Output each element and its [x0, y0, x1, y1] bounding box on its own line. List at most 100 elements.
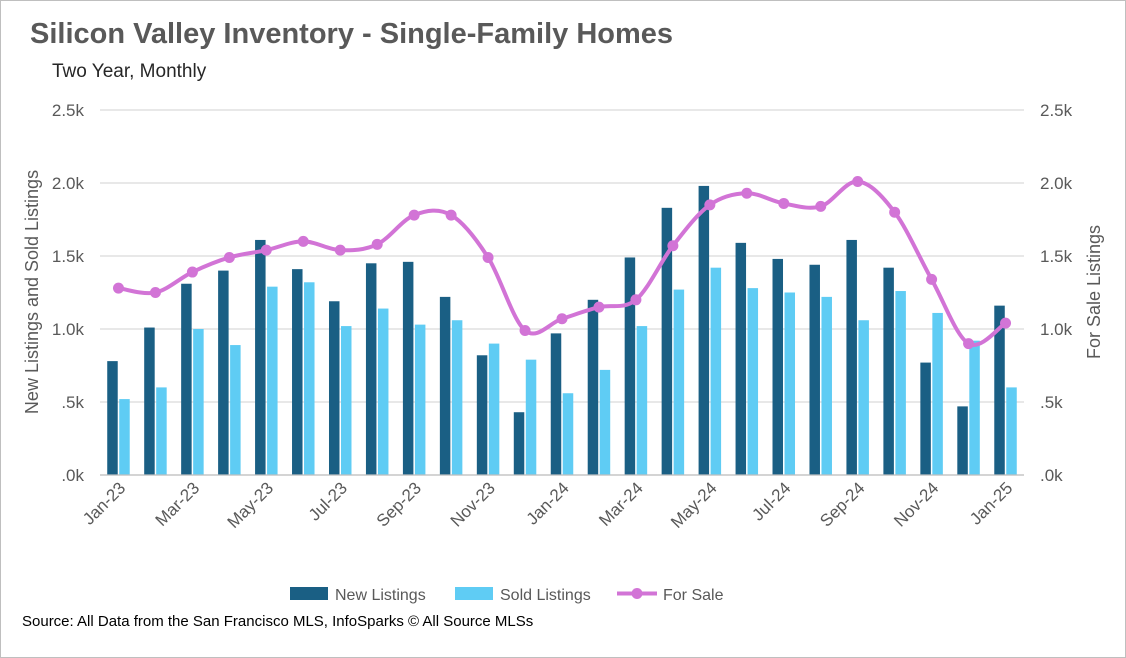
point-for-sale-aug-23	[371, 238, 383, 250]
y-tick-label-right: .5k	[1040, 393, 1063, 412]
bar-new-listings-may-24	[698, 185, 710, 476]
bars-layer	[100, 185, 1024, 476]
x-tick-label: Nov-24	[890, 478, 942, 530]
point-for-sale-jan-24	[556, 313, 568, 325]
x-tick-label: Nov-23	[447, 478, 499, 530]
bar-sold-listings-jul-24	[784, 292, 796, 475]
y-tick-label-left: 1.5k	[52, 247, 85, 266]
bar-new-listings-nov-24	[920, 362, 931, 475]
legend-label-for-sale: For Sale	[663, 587, 724, 604]
bar-sold-listings-sep-24	[858, 320, 869, 475]
point-for-sale-dec-23	[519, 324, 531, 336]
chart-subtitle: Two Year, Monthly	[52, 61, 207, 82]
bar-sold-listings-jan-25	[1006, 387, 1017, 475]
bar-new-listings-jul-23	[328, 301, 340, 475]
bar-new-listings-sep-23	[402, 261, 414, 475]
bar-sold-listings-feb-24	[599, 369, 611, 475]
bar-sold-listings-may-23	[267, 286, 278, 475]
y-axis-right-title: For Sale Listings	[1084, 225, 1104, 359]
point-for-sale-mar-23	[186, 266, 198, 278]
bar-new-listings-oct-24	[883, 267, 894, 475]
point-for-sale-nov-24	[926, 273, 938, 285]
bar-new-listings-may-23	[255, 239, 266, 475]
legend-swatch-new-listings	[290, 587, 328, 600]
point-for-sale-may-23	[260, 244, 272, 256]
y-tick-label-right: 1.5k	[1040, 247, 1073, 266]
point-for-sale-sep-24	[852, 176, 864, 188]
point-for-sale-jun-23	[297, 235, 309, 247]
point-for-sale-jul-23	[334, 244, 346, 256]
x-axis-ticks: Jan-23 Mar-23 May-23 Jul-23 Sep-23 Nov-23 Jan-…	[79, 478, 1016, 532]
point-for-sale-oct-23	[445, 209, 457, 221]
y-tick-label-left: 2.0k	[52, 174, 85, 193]
bar-sold-listings-sep-23	[414, 324, 426, 475]
point-for-sale-jan-25	[1000, 317, 1012, 329]
chart-title: Silicon Valley Inventory - Single-Family…	[30, 18, 674, 50]
bar-sold-listings-dec-24	[969, 340, 980, 475]
point-for-sale-jul-24	[778, 197, 790, 209]
bar-new-listings-oct-23	[439, 296, 451, 475]
bar-new-listings-jun-24	[735, 242, 747, 475]
x-tick-label: Jul-24	[748, 478, 794, 524]
y-tick-label-left: 2.5k	[52, 101, 85, 120]
bar-sold-listings-jun-23	[304, 282, 315, 475]
x-tick-label: May-23	[224, 478, 278, 532]
bar-sold-listings-jan-23	[119, 399, 130, 475]
bar-sold-listings-jun-24	[747, 288, 759, 475]
bar-sold-listings-oct-23	[451, 320, 463, 475]
x-tick-label: Sep-23	[373, 478, 425, 530]
bar-new-listings-dec-23	[513, 412, 525, 475]
bar-new-listings-aug-24	[809, 264, 820, 475]
y-tick-label-right: 2.5k	[1040, 101, 1073, 120]
y-axis-left-title: New Listings and Sold Listings	[22, 170, 42, 414]
bar-sold-listings-jan-24	[562, 393, 574, 475]
x-tick-label: Mar-23	[152, 478, 204, 530]
bar-new-listings-mar-23	[181, 283, 192, 475]
x-tick-label: Sep-24	[816, 478, 868, 530]
bar-new-listings-jan-24	[550, 333, 562, 475]
bar-new-listings-apr-23	[218, 270, 229, 475]
source-note: Source: All Data from the San Francisco …	[22, 613, 534, 630]
point-for-sale-mar-24	[630, 294, 642, 306]
point-for-sale-feb-23	[149, 287, 161, 298]
y-tick-label-right: 2.0k	[1040, 174, 1073, 193]
bar-new-listings-nov-23	[476, 355, 488, 475]
bar-new-listings-jun-23	[292, 269, 303, 475]
point-for-sale-jun-24	[741, 187, 753, 199]
y-tick-label-left: .0k	[61, 466, 84, 485]
bar-sold-listings-dec-23	[525, 359, 537, 475]
bar-sold-listings-apr-24	[673, 289, 685, 475]
bar-new-listings-mar-24	[624, 257, 636, 475]
point-for-sale-may-24	[704, 199, 716, 211]
bar-sold-listings-aug-24	[821, 296, 832, 475]
bar-new-listings-aug-23	[365, 263, 377, 475]
point-for-sale-dec-24	[963, 338, 975, 350]
bar-new-listings-apr-24	[661, 207, 673, 475]
bar-new-listings-feb-23	[144, 327, 155, 475]
bar-new-listings-dec-24	[957, 406, 968, 475]
point-for-sale-apr-23	[223, 251, 235, 263]
x-tick-label: Jul-23	[305, 478, 351, 524]
y-tick-label-right: .0k	[1040, 466, 1063, 485]
x-tick-label: Jan-25	[966, 478, 1016, 528]
point-for-sale-apr-24	[667, 240, 679, 252]
bar-sold-listings-mar-23	[193, 329, 204, 475]
bar-new-listings-jan-23	[107, 361, 118, 475]
bar-sold-listings-oct-24	[895, 291, 906, 475]
legend-label-sold-listings: Sold Listings	[500, 587, 591, 604]
x-tick-label: Jan-23	[79, 478, 129, 528]
point-for-sale-feb-24	[593, 301, 605, 313]
y-tick-label-right: 1.0k	[1040, 320, 1073, 339]
bar-sold-listings-jul-23	[340, 326, 352, 475]
bar-sold-listings-nov-23	[488, 343, 500, 475]
legend-label-new-listings: New Listings	[335, 587, 426, 604]
legend: New Listings Sold Listings For Sale	[290, 587, 724, 604]
y-tick-label-left: .5k	[61, 393, 84, 412]
point-for-sale-jan-23	[112, 282, 124, 294]
y-tick-label-left: 1.0k	[52, 320, 85, 339]
bar-sold-listings-aug-23	[377, 308, 389, 475]
x-tick-label: Mar-24	[595, 478, 647, 530]
y-axis-ticks: .0k .0k .5k .5k 1.0k 1.0k 1.5k 1.5k 2.0k 2.0k 2.5k…	[52, 101, 1073, 485]
legend-swatch-for-sale-marker	[631, 588, 643, 599]
